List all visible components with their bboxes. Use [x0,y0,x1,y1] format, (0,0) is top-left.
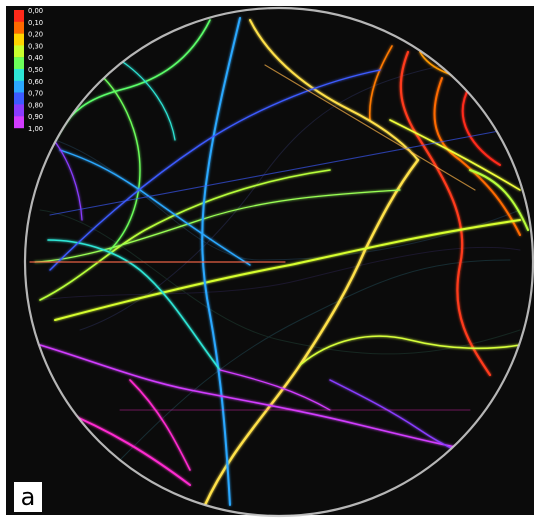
flow-network [29,17,529,507]
colorbar-swatch [14,69,24,81]
boundary-ring [23,6,535,518]
colorbar-swatch [14,116,24,129]
colorbar-swatch [14,33,24,46]
colorbar-tick-label: 0,90 [28,113,43,121]
panel-label: a [14,482,42,512]
colorbar-tick-label: 0,60 [28,78,43,86]
colorbar-tick-label: 0,30 [28,42,43,50]
colorbar-tick-label: 0,00 [28,7,43,15]
colorbar-swatch [14,104,24,117]
colorbar-swatch [14,80,24,93]
cluster-purple-magenta [39,134,506,486]
colorbar-tick-label: 0,10 [28,19,43,27]
colorbar-tick-label: 0,40 [28,54,43,62]
figure-background [6,6,534,515]
colorbar-swatch [14,45,24,58]
colorbar-tick-label: 1,00 [28,125,43,133]
colorbar-tick-label: 0,70 [28,90,43,98]
colorbar-tick-labels: 0,00 0,10 0,20 0,30 0,40 0,50 0,60 0,70 0,80 0,90… [28,7,43,133]
colorbar-tick-label: 0,20 [28,31,43,39]
colorbar-swatch [14,10,24,22]
colorbar-tick-label: 0,50 [28,66,43,74]
colorbar: 0,00 0,10 0,20 0,30 0,40 0,50 0,60 0,70 0,80 0,90… [14,7,43,133]
colorbar-swatch [14,92,24,105]
cluster-cyan-blue [47,17,381,506]
colorbar-tick-label: 0,80 [28,101,43,109]
colorbar-swatches [14,10,24,129]
cluster-yellow-green [34,19,529,507]
straight-rays [29,64,516,411]
colorbar-swatch [14,21,24,34]
colorbar-swatch [14,57,24,70]
